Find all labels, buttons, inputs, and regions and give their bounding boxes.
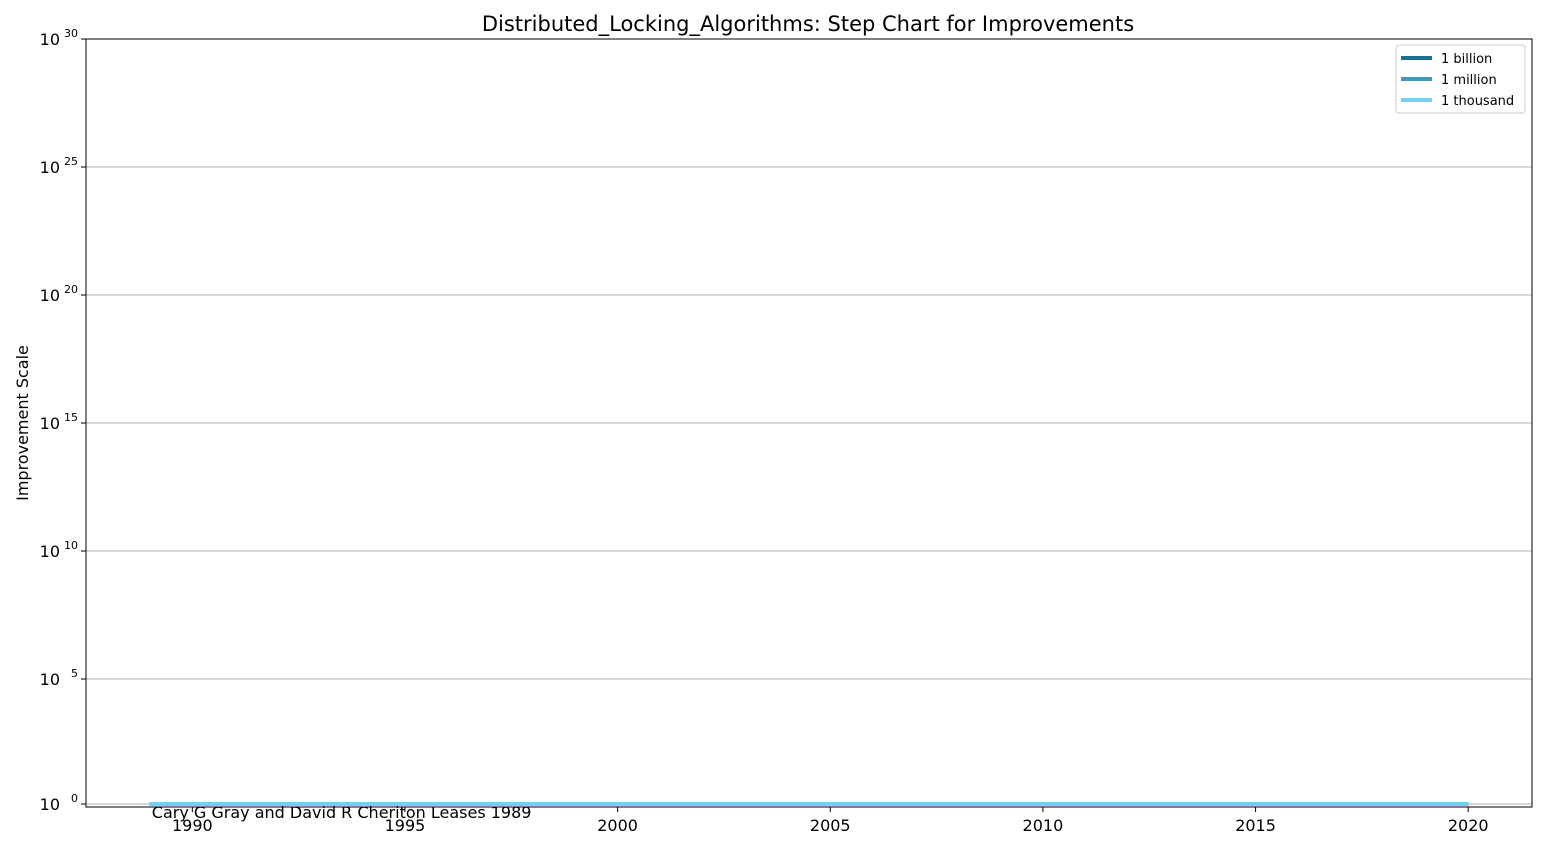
y-tick-exponent: 5 (71, 667, 78, 680)
x-tick-label: 2015 (1235, 816, 1276, 835)
y-tick-label: 10 (40, 158, 60, 177)
legend-label: 1 billion (1441, 52, 1492, 67)
chart-title: Distributed_Locking_Algorithms: Step Cha… (482, 12, 1134, 37)
y-axis-ticks: 10 0 10 5 10 10 10 15 10 20 10 25 10 30 (40, 27, 86, 814)
x-tick-label: 2010 (1023, 816, 1064, 835)
x-tick-label: 1990 (172, 816, 213, 835)
y-tick-exponent: 25 (64, 155, 78, 168)
legend-label: 1 million (1441, 73, 1497, 88)
annotations: Cary G Gray and David R Cheriton Leases … (152, 803, 532, 822)
y-tick-label: 10 (40, 286, 60, 305)
x-axis-ticks: 1990 1995 2000 2005 2010 2015 2020 (172, 807, 1489, 835)
legend-box (1395, 44, 1526, 114)
annotation-text: Cary G Gray and David R Cheriton Leases … (152, 803, 532, 822)
y-tick-label: 10 (40, 542, 60, 561)
y-axis-label: Improvement Scale (13, 345, 32, 501)
x-tick-label: 2005 (810, 816, 851, 835)
legend: 1 billion 1 million 1 thousand (1395, 44, 1526, 114)
legend-label: 1 thousand (1441, 94, 1514, 109)
y-tick-exponent: 10 (64, 539, 78, 552)
y-tick-label: 10 (40, 670, 60, 689)
x-tick-label: 2020 (1448, 816, 1489, 835)
grid-lines (86, 38, 1532, 805)
y-tick-label: 10 (40, 795, 60, 814)
y-tick-label: 10 (40, 30, 60, 49)
y-tick-exponent: 20 (64, 283, 78, 296)
y-tick-label: 10 (40, 414, 60, 433)
y-tick-exponent: 30 (64, 27, 78, 40)
x-tick-label: 2000 (597, 816, 638, 835)
y-tick-exponent: 0 (71, 792, 78, 805)
x-tick-label: 1995 (385, 816, 426, 835)
y-tick-exponent: 15 (64, 411, 78, 424)
